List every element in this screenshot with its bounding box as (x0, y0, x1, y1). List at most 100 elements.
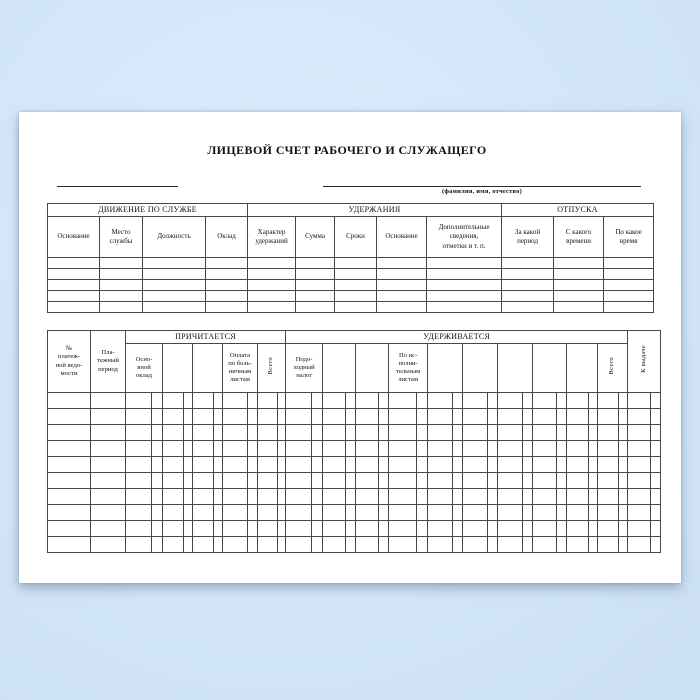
empty-form-cell (162, 456, 184, 473)
empty-form-cell (597, 520, 620, 537)
table-row (47, 268, 655, 280)
empty-form-cell (345, 456, 357, 473)
empty-form-cell (650, 472, 662, 489)
empty-form-cell (376, 257, 428, 269)
column-header-cell (427, 343, 464, 393)
empty-form-cell (311, 504, 324, 521)
column-header-cell: По какое время (603, 216, 655, 258)
empty-form-cell (487, 440, 499, 457)
empty-form-cell (125, 472, 152, 489)
empty-form-cell (222, 504, 248, 521)
empty-form-cell (427, 408, 454, 425)
empty-form-cell (501, 290, 555, 302)
empty-form-cell (603, 257, 655, 269)
empty-form-cell (151, 504, 163, 521)
empty-form-cell (222, 456, 248, 473)
empty-form-cell (532, 408, 558, 425)
empty-form-cell (588, 392, 599, 409)
empty-form-cell (222, 408, 248, 425)
empty-form-cell (257, 424, 278, 441)
column-header-cell (566, 343, 599, 393)
empty-form-cell (222, 440, 248, 457)
table-row (47, 488, 662, 505)
empty-form-cell (213, 392, 223, 409)
empty-form-cell (501, 301, 555, 313)
empty-form-cell (452, 472, 464, 489)
empty-form-cell (276, 424, 287, 441)
empty-form-cell (192, 520, 214, 537)
empty-form-cell (650, 424, 662, 441)
empty-form-cell (378, 520, 390, 537)
empty-form-cell (47, 488, 91, 505)
empty-form-cell (285, 504, 313, 521)
empty-form-cell (650, 456, 662, 473)
empty-form-cell (501, 268, 555, 280)
empty-form-cell (311, 408, 324, 425)
empty-form-cell (416, 392, 429, 409)
table-row (47, 392, 662, 409)
empty-form-cell (322, 408, 347, 425)
empty-form-cell (285, 424, 313, 441)
empty-form-cell (90, 504, 126, 521)
empty-form-cell (452, 536, 464, 553)
empty-form-cell (322, 520, 347, 537)
empty-form-cell (597, 392, 620, 409)
empty-form-cell (334, 290, 378, 302)
empty-form-cell (378, 424, 390, 441)
empty-form-cell (487, 504, 499, 521)
empty-form-cell (497, 472, 524, 489)
empty-form-cell (295, 257, 336, 269)
empty-form-cell (556, 408, 568, 425)
empty-form-cell (427, 392, 454, 409)
column-header-cell: Дополнительные сведения, отметки и т. п. (426, 216, 503, 258)
empty-form-cell (487, 488, 499, 505)
column-header-cell (322, 343, 357, 393)
empty-form-cell (462, 504, 489, 521)
empty-form-cell (556, 536, 568, 553)
empty-form-cell (334, 257, 378, 269)
empty-form-cell (247, 301, 297, 313)
table-row (47, 456, 662, 473)
empty-form-cell (603, 301, 655, 313)
table-row (47, 279, 655, 291)
empty-form-cell (257, 408, 278, 425)
table-row (47, 257, 655, 269)
empty-form-cell (222, 392, 248, 409)
empty-form-cell (416, 520, 429, 537)
empty-form-cell (597, 504, 620, 521)
table-row (47, 290, 655, 302)
empty-form-cell (183, 520, 193, 537)
empty-form-cell (345, 424, 357, 441)
empty-form-cell (462, 536, 489, 553)
form-sheet: ЛИЦЕВОЙ СЧЕТ РАБОЧЕГО И СЛУЖАЩЕГО (фамил… (19, 112, 681, 583)
empty-form-cell (497, 392, 524, 409)
empty-form-cell (47, 301, 100, 313)
empty-form-cell (125, 424, 152, 441)
empty-form-cell (597, 424, 620, 441)
empty-form-cell (213, 408, 223, 425)
empty-form-cell (162, 440, 184, 457)
empty-form-cell (487, 536, 499, 553)
column-header-cell: С какого времени (553, 216, 605, 258)
empty-form-cell (257, 504, 278, 521)
empty-form-cell (522, 504, 534, 521)
empty-form-cell (388, 472, 418, 489)
blank-line-left (57, 176, 178, 187)
column-header-cell: К выдаче (627, 330, 662, 393)
empty-form-cell (588, 456, 599, 473)
empty-form-cell (416, 440, 429, 457)
empty-form-cell (566, 424, 590, 441)
empty-form-cell (532, 504, 558, 521)
empty-form-cell (276, 536, 287, 553)
empty-form-cell (462, 424, 489, 441)
empty-form-cell (247, 456, 258, 473)
empty-form-cell (204, 279, 249, 291)
empty-form-cell (285, 472, 313, 489)
empty-form-cell (322, 456, 347, 473)
empty-form-cell (452, 488, 464, 505)
empty-form-cell (532, 520, 558, 537)
empty-form-cell (192, 440, 214, 457)
column-header-cell: Подо- ходный налог (285, 343, 324, 393)
empty-form-cell (345, 472, 357, 489)
empty-form-cell (566, 536, 590, 553)
